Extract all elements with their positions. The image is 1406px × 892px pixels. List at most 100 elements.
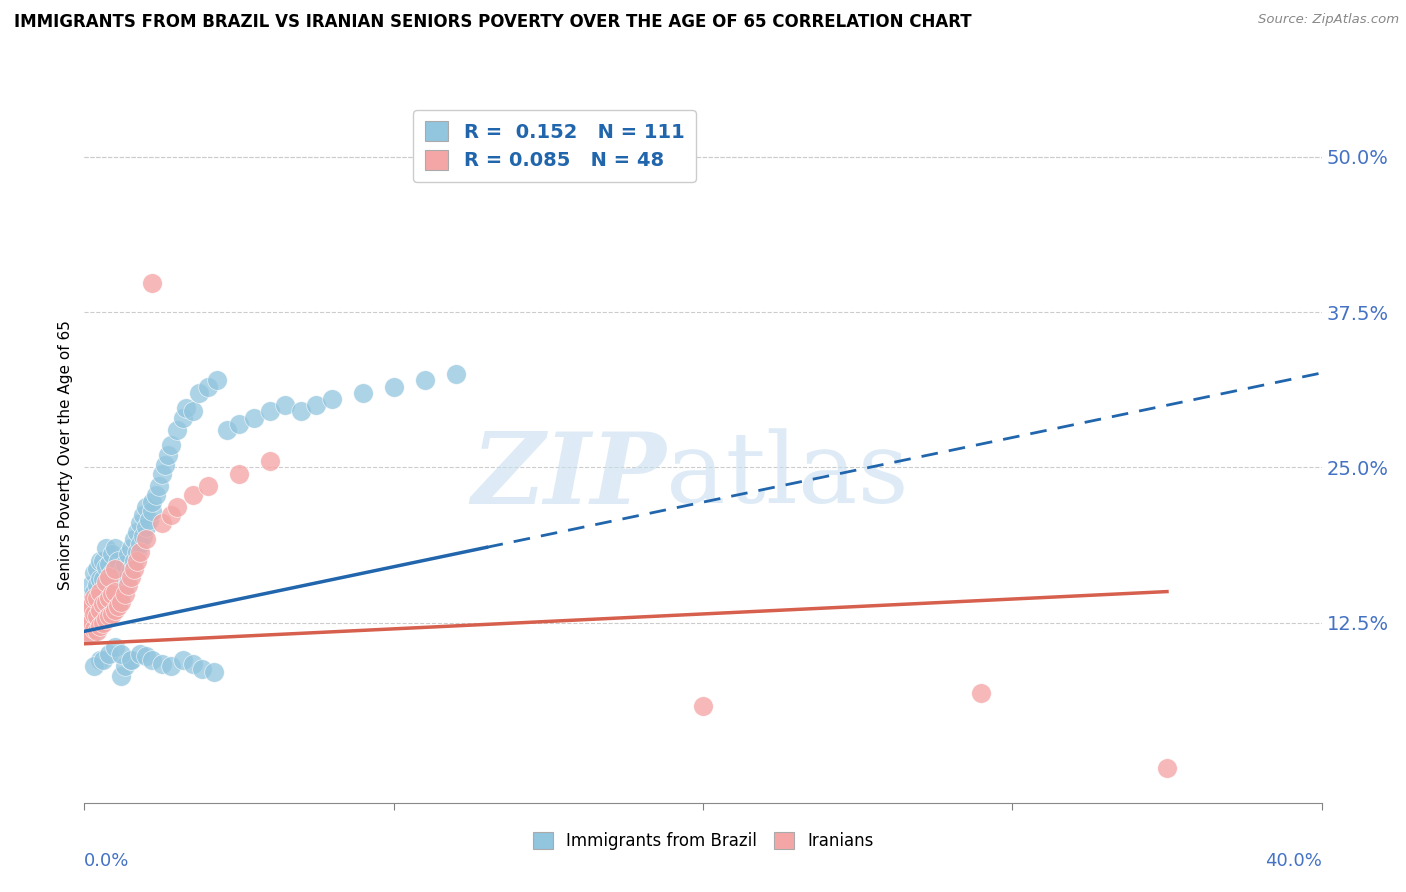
Text: IMMIGRANTS FROM BRAZIL VS IRANIAN SENIORS POVERTY OVER THE AGE OF 65 CORRELATION: IMMIGRANTS FROM BRAZIL VS IRANIAN SENIOR… (14, 13, 972, 31)
Point (89, 553, 111, 567)
Point (122, 562, 145, 576)
Point (110, 594, 132, 608)
Point (150, 516, 173, 531)
Point (86, 594, 108, 608)
Point (94, 574, 117, 589)
Point (228, 467, 250, 481)
Point (94, 594, 117, 608)
Point (274, 398, 297, 412)
Point (202, 665, 225, 680)
Point (125, 553, 148, 567)
Point (110, 669, 132, 683)
Point (101, 584, 124, 599)
Point (89, 587, 111, 601)
Point (141, 653, 163, 667)
Point (243, 410, 266, 425)
Point (191, 662, 214, 676)
Point (1156, 761, 1178, 775)
Point (79, 628, 101, 642)
Point (122, 553, 145, 567)
Point (197, 479, 219, 493)
Point (382, 379, 405, 393)
Point (197, 379, 219, 393)
Point (107, 594, 129, 608)
Point (83, 624, 105, 639)
Point (120, 570, 142, 584)
Point (104, 562, 127, 576)
Point (352, 385, 374, 400)
Point (98, 591, 121, 605)
Point (83, 566, 105, 580)
Point (114, 578, 136, 592)
Point (181, 404, 204, 418)
Point (187, 385, 209, 400)
Point (156, 448, 179, 462)
Point (94, 612, 117, 626)
Point (228, 417, 250, 431)
Point (117, 578, 139, 592)
Point (76, 624, 98, 639)
Point (83, 591, 105, 605)
Point (141, 504, 163, 518)
Point (135, 533, 157, 547)
Point (129, 545, 152, 559)
Point (120, 562, 142, 576)
Point (104, 582, 127, 596)
Point (76, 597, 98, 611)
Point (104, 599, 127, 614)
Point (692, 698, 714, 713)
Point (91, 597, 114, 611)
Point (207, 373, 229, 387)
Point (79, 599, 101, 614)
Point (259, 404, 281, 418)
Point (290, 404, 312, 418)
Point (94, 597, 117, 611)
Point (444, 367, 467, 381)
Point (104, 603, 127, 617)
Point (132, 529, 155, 543)
Point (176, 401, 198, 415)
Point (125, 545, 148, 559)
Point (141, 277, 163, 291)
Point (89, 615, 111, 630)
Point (104, 640, 127, 655)
Point (89, 603, 111, 617)
Point (135, 500, 157, 514)
Point (166, 500, 188, 514)
Text: Source: ZipAtlas.com: Source: ZipAtlas.com (1258, 13, 1399, 27)
Point (98, 574, 121, 589)
Point (181, 488, 204, 502)
Point (166, 423, 188, 437)
Point (98, 591, 121, 605)
Point (120, 541, 142, 555)
Point (76, 622, 98, 636)
Point (86, 622, 108, 636)
Point (150, 467, 173, 481)
Point (76, 609, 98, 624)
Point (117, 547, 139, 561)
Point (76, 612, 98, 626)
Point (86, 562, 108, 576)
Point (101, 547, 124, 561)
Point (91, 609, 114, 624)
Legend: Immigrants from Brazil, Iranians: Immigrants from Brazil, Iranians (526, 826, 880, 857)
Point (172, 653, 194, 667)
Point (135, 520, 157, 534)
Point (107, 574, 129, 589)
Point (83, 607, 105, 621)
Point (153, 458, 176, 472)
Point (98, 607, 121, 621)
Point (89, 619, 111, 633)
Point (94, 578, 117, 592)
Point (150, 657, 173, 671)
Point (117, 570, 139, 584)
Point (259, 454, 281, 468)
Point (89, 653, 111, 667)
Point (107, 599, 129, 614)
Point (86, 591, 108, 605)
Point (413, 373, 436, 387)
Point (98, 609, 121, 624)
Point (86, 578, 108, 592)
Point (83, 599, 105, 614)
Point (91, 653, 114, 667)
